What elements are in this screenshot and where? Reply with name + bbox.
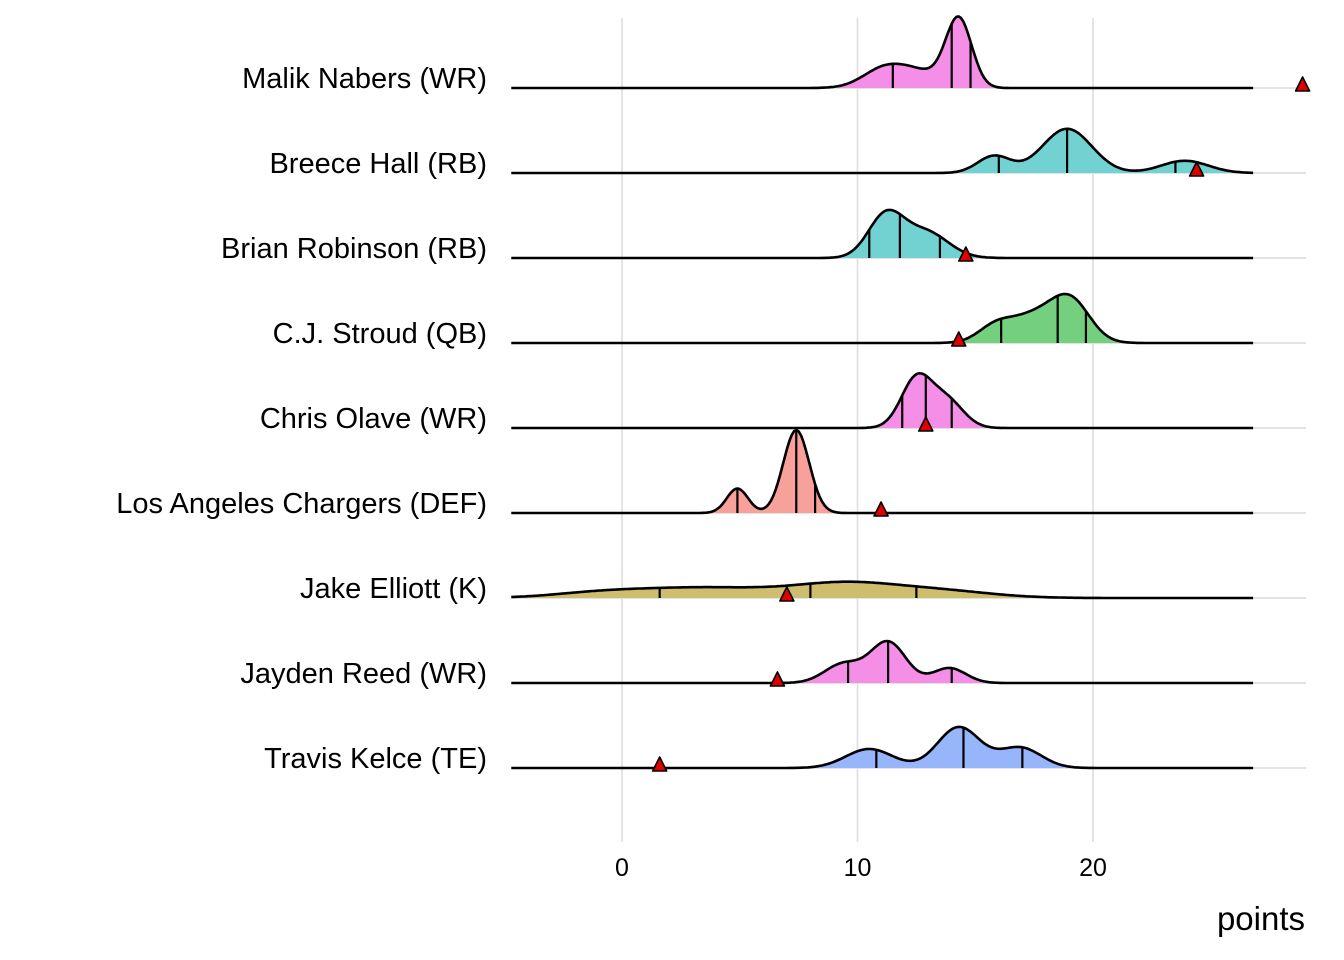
actual-points-marker bbox=[873, 501, 889, 517]
x-tick-label: 20 bbox=[1079, 854, 1107, 882]
density-outline bbox=[511, 725, 1254, 770]
ridge-2 bbox=[511, 208, 1254, 262]
y-axis-label: Travis Kelce (TE) bbox=[264, 743, 487, 775]
ridge-4 bbox=[511, 372, 1254, 432]
density-area bbox=[511, 581, 1254, 598]
density-area bbox=[511, 726, 1254, 768]
y-axis-labels: Malik Nabers (WR) Breece Hall (RB) Brian R… bbox=[116, 63, 487, 775]
actual-points-marker bbox=[1188, 161, 1205, 177]
x-axis-ticks: 0 10 20 bbox=[615, 854, 1107, 882]
density-outline bbox=[511, 639, 1254, 685]
ridge-7 bbox=[511, 639, 1254, 687]
y-axis-label: Malik Nabers (WR) bbox=[242, 63, 487, 95]
density-outline bbox=[511, 372, 1254, 430]
ridge-1 bbox=[511, 127, 1254, 177]
x-axis-title: points bbox=[1217, 900, 1305, 937]
x-tick-label: 0 bbox=[615, 854, 629, 882]
ridge-3 bbox=[511, 292, 1254, 347]
actual-points-marker bbox=[769, 671, 786, 687]
density-outline bbox=[511, 15, 1254, 90]
density-outline bbox=[511, 580, 1254, 600]
grid-layer bbox=[511, 18, 1306, 842]
ridge-layer bbox=[511, 15, 1311, 772]
density-area bbox=[511, 16, 1254, 88]
ridge-0 bbox=[511, 15, 1311, 92]
actual-points-marker bbox=[1294, 76, 1311, 92]
density-area bbox=[511, 641, 1254, 683]
y-axis-label: Brian Robinson (RB) bbox=[221, 233, 487, 265]
y-axis-label: Los Angeles Chargers (DEF) bbox=[116, 488, 487, 520]
density-outline bbox=[511, 127, 1254, 175]
y-axis-label: Jake Elliott (K) bbox=[300, 573, 487, 605]
actual-points-marker bbox=[917, 416, 934, 432]
y-axis-label: Jayden Reed (WR) bbox=[240, 658, 487, 690]
density-area bbox=[511, 209, 1254, 258]
y-axis-label: Breece Hall (RB) bbox=[269, 148, 487, 180]
y-axis-label: Chris Olave (WR) bbox=[260, 403, 487, 435]
density-outline bbox=[511, 292, 1254, 345]
density-area bbox=[511, 294, 1254, 343]
actual-points-marker bbox=[651, 756, 668, 772]
actual-points-marker bbox=[958, 246, 974, 262]
ridge-8 bbox=[511, 725, 1254, 772]
actual-points-marker bbox=[950, 331, 967, 347]
density-outline bbox=[511, 208, 1254, 260]
actual-points-marker bbox=[779, 586, 795, 602]
ridge-6 bbox=[511, 580, 1254, 602]
ridge-5 bbox=[511, 428, 1254, 517]
x-tick-label: 10 bbox=[844, 854, 872, 882]
y-axis-label: C.J. Stroud (QB) bbox=[273, 318, 487, 350]
